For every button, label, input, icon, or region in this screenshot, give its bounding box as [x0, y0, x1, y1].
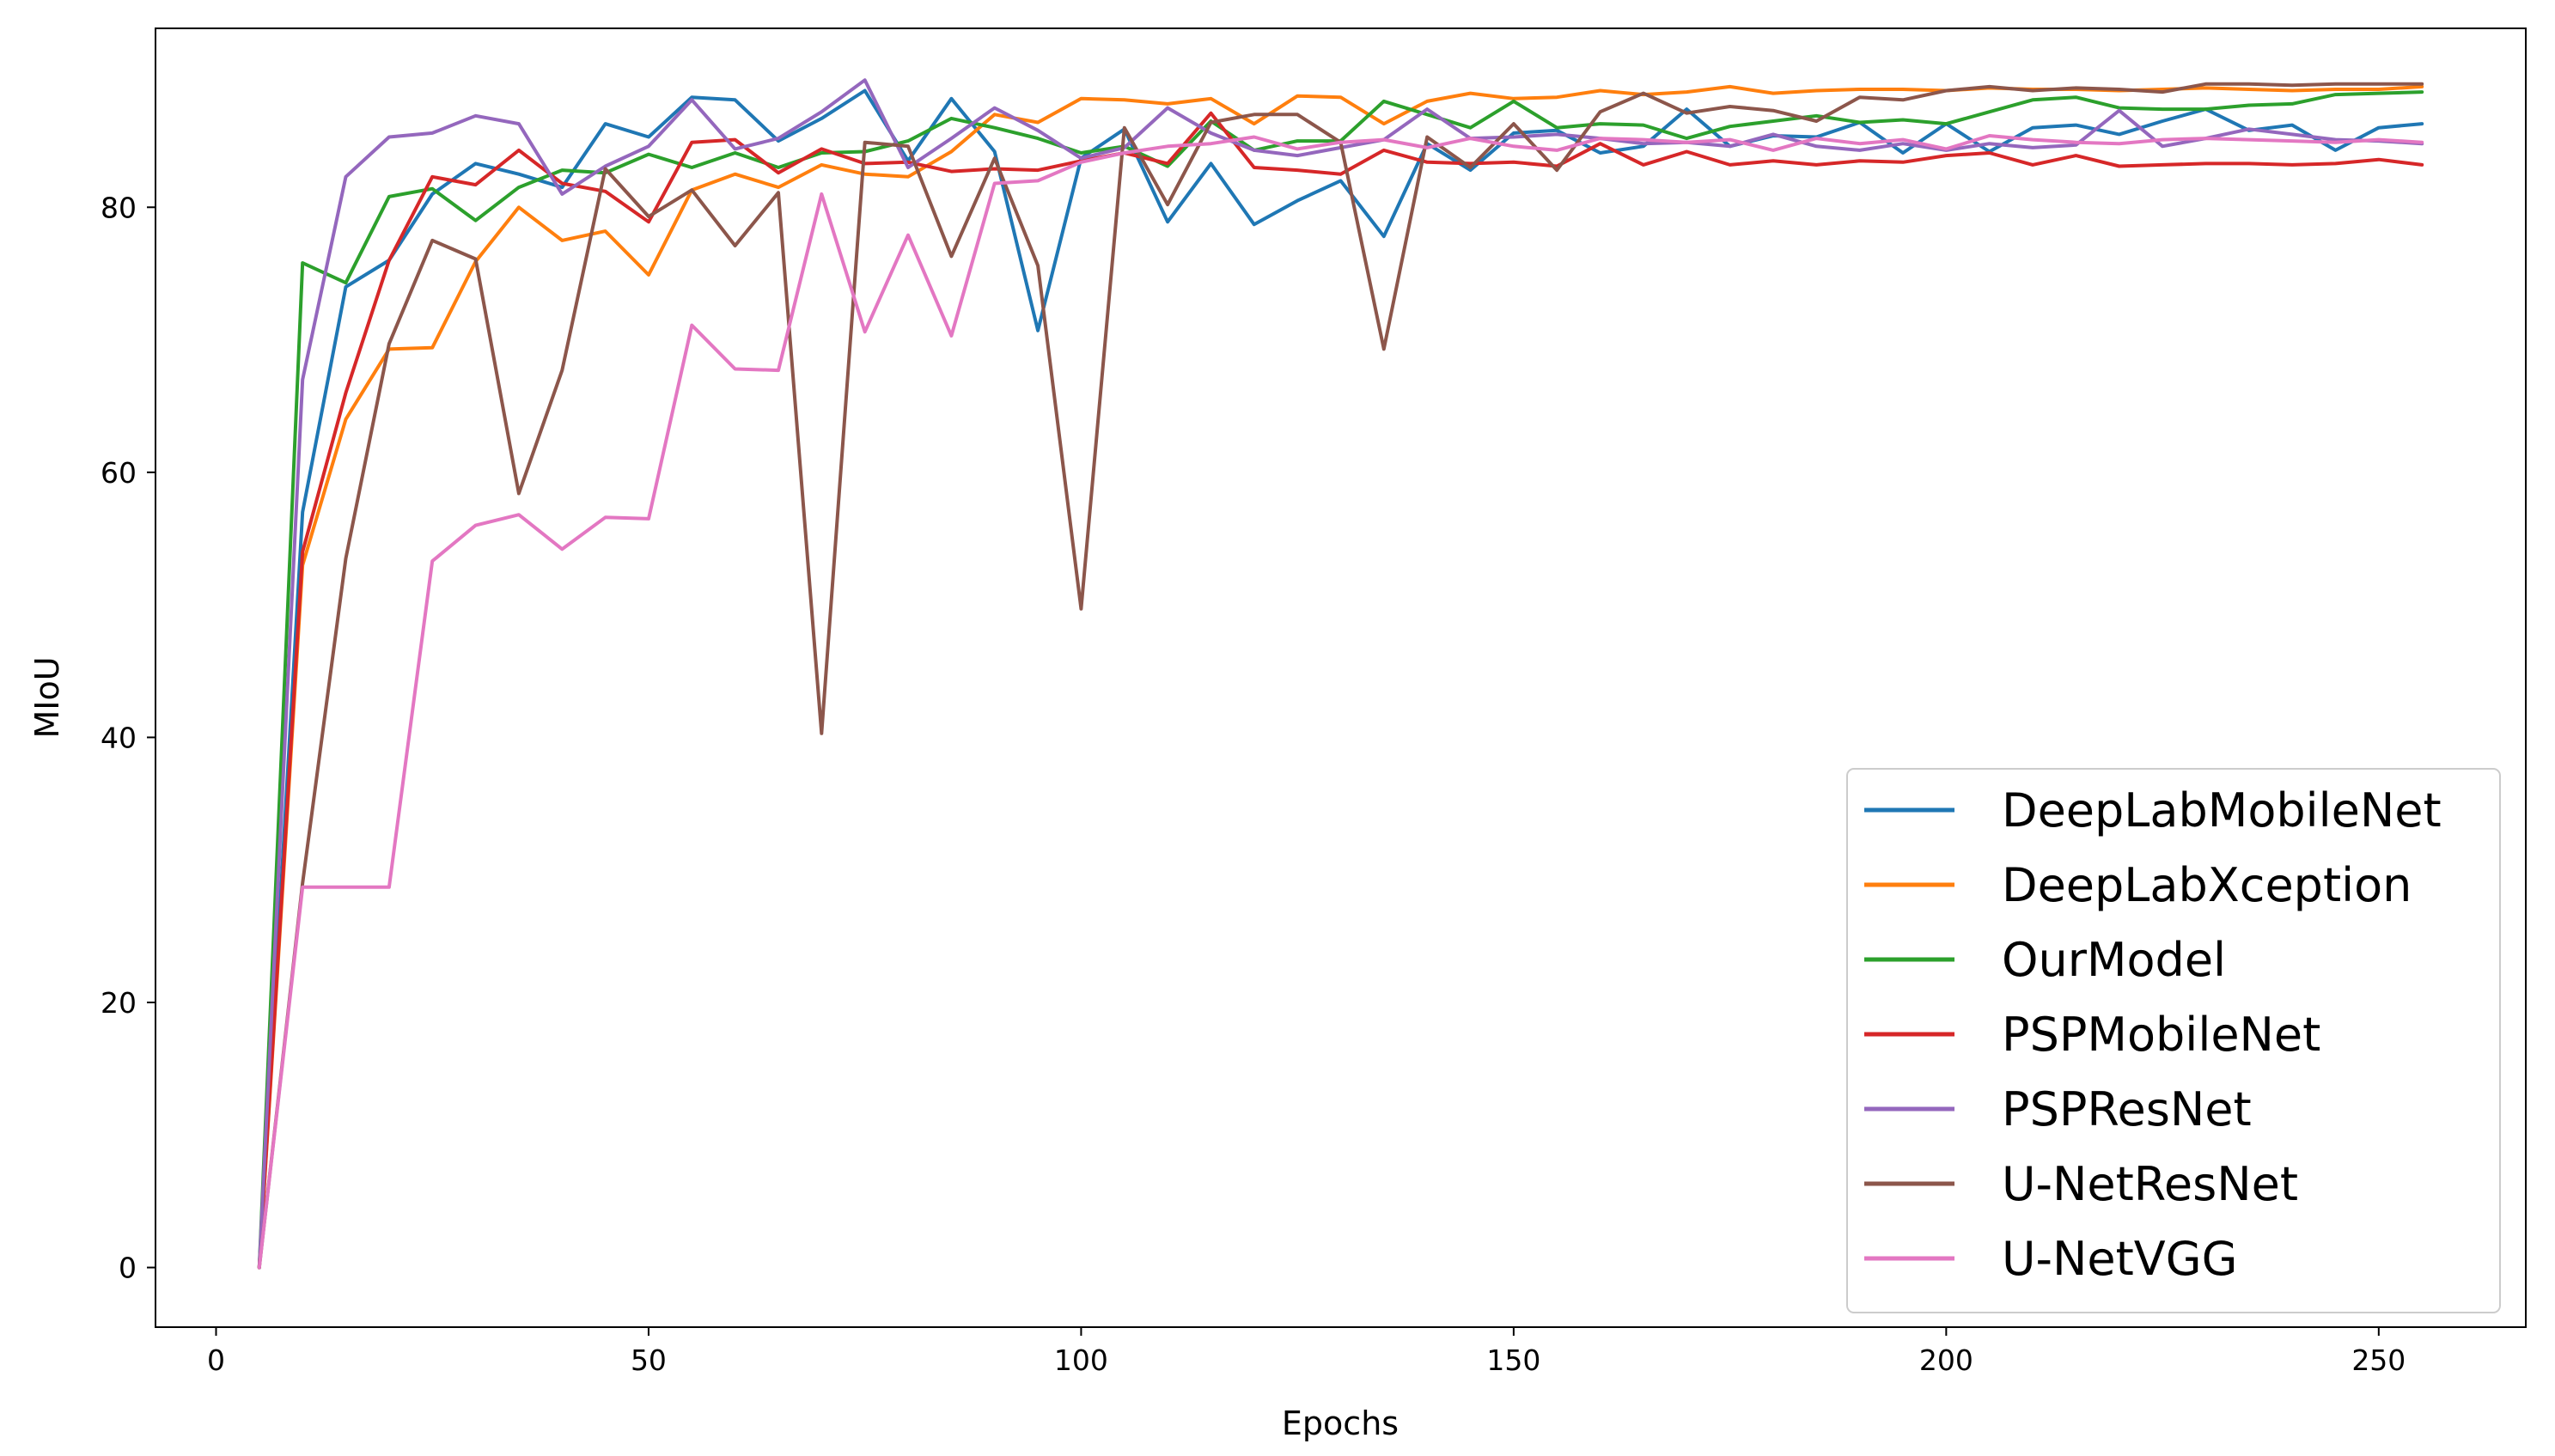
y-tick-label: 20 [101, 986, 137, 1020]
series-line-6 [257, 134, 2424, 1270]
legend-item-label: U-NetResNet [2002, 1157, 2298, 1211]
legend-item-label: DeepLabMobileNet [2002, 783, 2442, 838]
legend: DeepLabMobileNet DeepLabXception OurModel P… [1846, 768, 2501, 1313]
legend-item-label: U-NetVGG [2002, 1232, 2237, 1286]
legend-item-label: PSPMobileNet [2002, 1008, 2320, 1062]
x-axis: 0 50 100 150 200 250 [207, 1327, 2406, 1377]
legend-frame [1846, 768, 2501, 1313]
y-tick-label: 0 [119, 1252, 137, 1285]
y-tick-label: 40 [101, 721, 137, 754]
y-axis-label: MIoU [28, 656, 66, 738]
series-line-3 [257, 111, 2424, 1270]
y-tick-label: 60 [101, 456, 137, 490]
legend-item-label: PSPResNet [2002, 1082, 2252, 1136]
legend-item-label: DeepLabXception [2002, 858, 2412, 912]
plot-lines [257, 78, 2424, 1270]
x-tick-label: 200 [1919, 1343, 1973, 1377]
y-axis: 0 20 40 60 80 [101, 191, 155, 1285]
plot-frame [155, 27, 2527, 1328]
y-tick-label: 80 [101, 191, 137, 224]
x-tick-label: 0 [207, 1343, 225, 1377]
x-tick-label: 250 [2351, 1343, 2406, 1377]
x-tick-label: 100 [1054, 1343, 1108, 1377]
x-tick-label: 150 [1486, 1343, 1540, 1377]
series-line-0 [257, 88, 2424, 1270]
legend-item-label: OurModel [2002, 933, 2226, 987]
x-axis-label: Epochs [1282, 1404, 1399, 1442]
x-tick-label: 50 [631, 1343, 667, 1377]
